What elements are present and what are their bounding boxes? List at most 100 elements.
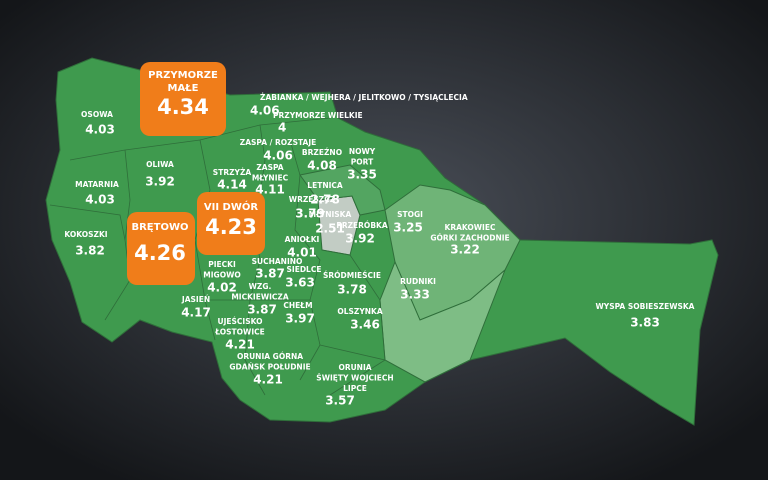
district-rating: 4.14 bbox=[217, 178, 247, 192]
district-name: ŚRÓDMIEŚCIE bbox=[323, 271, 381, 280]
district-name: ANIOŁKI bbox=[285, 235, 320, 244]
district-rating: 3.97 bbox=[285, 312, 315, 326]
district-name: ŚWIĘTY WOJCIECH bbox=[316, 374, 393, 383]
district-name: WRZESZCZ bbox=[289, 195, 336, 204]
district-rating: 4.21 bbox=[225, 338, 255, 352]
district-label: CHEŁM 3.97 bbox=[283, 301, 314, 326]
district-name: OSOWA bbox=[81, 110, 113, 119]
district-name: PORT bbox=[351, 158, 374, 167]
district-rating: 4.03 bbox=[85, 193, 115, 207]
district-label: WYSPA SOBIESZEWSKA 3.83 bbox=[596, 302, 695, 330]
district-label: BRĘTOWO 4.26 bbox=[127, 212, 195, 285]
district-rating: 3.79 bbox=[295, 207, 325, 221]
district-name: RUDNIKI bbox=[400, 277, 436, 286]
district-name: LETNICA bbox=[307, 181, 343, 190]
district-name: SUCHANINO bbox=[252, 257, 303, 266]
district-rating: 3.63 bbox=[285, 276, 315, 290]
highlight-box bbox=[140, 62, 226, 136]
district-name: MATARNIA bbox=[75, 180, 119, 189]
district-rating: 4.26 bbox=[134, 241, 186, 265]
district-rating: 4.11 bbox=[255, 183, 285, 197]
district-name: WZG. bbox=[249, 282, 272, 291]
district-rating: 4.08 bbox=[307, 159, 337, 173]
district-rating: 4 bbox=[278, 121, 286, 135]
highlight-box bbox=[127, 212, 195, 285]
district-rating: 3.57 bbox=[325, 394, 355, 408]
district-rating: 3.92 bbox=[145, 175, 175, 189]
district-rating: 4.23 bbox=[205, 215, 257, 239]
district-rating: 4.21 bbox=[253, 373, 283, 387]
district-rating: 3.22 bbox=[450, 243, 480, 257]
district-label: ŻABIANKA / WEJHERA / JELITKOWO / TYSIĄCL… bbox=[250, 93, 468, 118]
district-name: CHEŁM bbox=[283, 301, 312, 310]
district-rating: 3.82 bbox=[75, 244, 105, 258]
district-rating: 4.02 bbox=[207, 281, 237, 295]
district-rating: 4.01 bbox=[287, 246, 317, 260]
district-name: MŁYNISKA bbox=[309, 210, 352, 219]
district-name: ŻABIANKA / WEJHERA / JELITKOWO / TYSIĄCL… bbox=[260, 93, 468, 102]
district-rating: 4.06 bbox=[263, 149, 293, 163]
district-label: STOGI 3.25 bbox=[393, 210, 423, 235]
district-name: PRZERÓBKA bbox=[336, 221, 388, 230]
district-rating: 3.87 bbox=[247, 303, 277, 317]
district-name: ŁOSTOWICE bbox=[214, 328, 265, 337]
district-name: PRZYMORZE WIELKIE bbox=[273, 111, 363, 120]
district-label: KOKOSZKI 3.82 bbox=[64, 230, 107, 258]
district-label: BRZEŹNO 4.08 bbox=[302, 148, 342, 173]
district-label: LETNICA 2.78 bbox=[307, 181, 343, 207]
district-name: GÓRKI ZACHODNIE bbox=[430, 234, 509, 243]
district-rating: 4.34 bbox=[157, 95, 209, 119]
district-name: UJEŚCISKO bbox=[218, 317, 263, 326]
district-name: MAŁE bbox=[168, 83, 199, 94]
district-name: OLIWA bbox=[146, 160, 174, 169]
district-name: ZASPA / ROZSTAJE bbox=[240, 138, 316, 147]
district-name: WYSPA SOBIESZEWSKA bbox=[596, 302, 695, 311]
highlight-box bbox=[197, 192, 265, 255]
district-name: PIECKI bbox=[208, 260, 236, 269]
district-label: SIEDLCE 3.63 bbox=[285, 265, 321, 290]
district-rating: 4.17 bbox=[181, 306, 211, 320]
district-rating: 3.83 bbox=[630, 316, 660, 330]
district-rating: 3.78 bbox=[337, 283, 367, 297]
district-rating: 3.46 bbox=[350, 318, 380, 332]
district-name: MŁYNIEC bbox=[252, 174, 289, 183]
district-label: MŁYNISKA 2.51 bbox=[309, 210, 352, 236]
district-name: KOKOSZKI bbox=[64, 230, 107, 239]
district-name: SIEDLCE bbox=[287, 265, 322, 274]
district-name: MIGOWO bbox=[203, 271, 240, 280]
district-name: MICKIEWICZA bbox=[231, 293, 288, 302]
district-name: ZASPA bbox=[256, 163, 283, 172]
district-name: JASIEŃ bbox=[181, 295, 210, 304]
district-name: STRZYŻA bbox=[213, 168, 252, 177]
district-name: STOGI bbox=[397, 210, 423, 219]
district-name: ORUNIA GÓRNA bbox=[237, 352, 303, 361]
district-rating: 2.51 bbox=[315, 222, 345, 236]
district-label: OLSZYNKA 3.46 bbox=[337, 307, 383, 332]
district-label: VII DWÓR 4.23 bbox=[197, 192, 265, 255]
district-label: OSOWA 4.03 bbox=[81, 110, 115, 137]
district-label: ANIOŁKI 4.01 bbox=[285, 235, 320, 260]
district-label: WRZESZCZ 3.79 bbox=[289, 195, 336, 221]
district-label: OLIWA 3.92 bbox=[145, 160, 175, 189]
district-name: LIPCE bbox=[343, 384, 367, 393]
district-label: RUDNIKI 3.33 bbox=[400, 277, 436, 302]
district-rating: 3.35 bbox=[347, 168, 377, 182]
district-rating: 3.92 bbox=[345, 232, 375, 246]
district-rating: 4.06 bbox=[250, 104, 280, 118]
district-name: BRZEŹNO bbox=[302, 148, 342, 157]
district-rating: 2.78 bbox=[310, 193, 340, 207]
district-label: JASIEŃ 4.17 bbox=[181, 295, 211, 320]
district-rating: 3.87 bbox=[255, 267, 285, 281]
district-name: PRZYMORZE bbox=[148, 70, 218, 81]
district-name: VII DWÓR bbox=[204, 200, 258, 213]
